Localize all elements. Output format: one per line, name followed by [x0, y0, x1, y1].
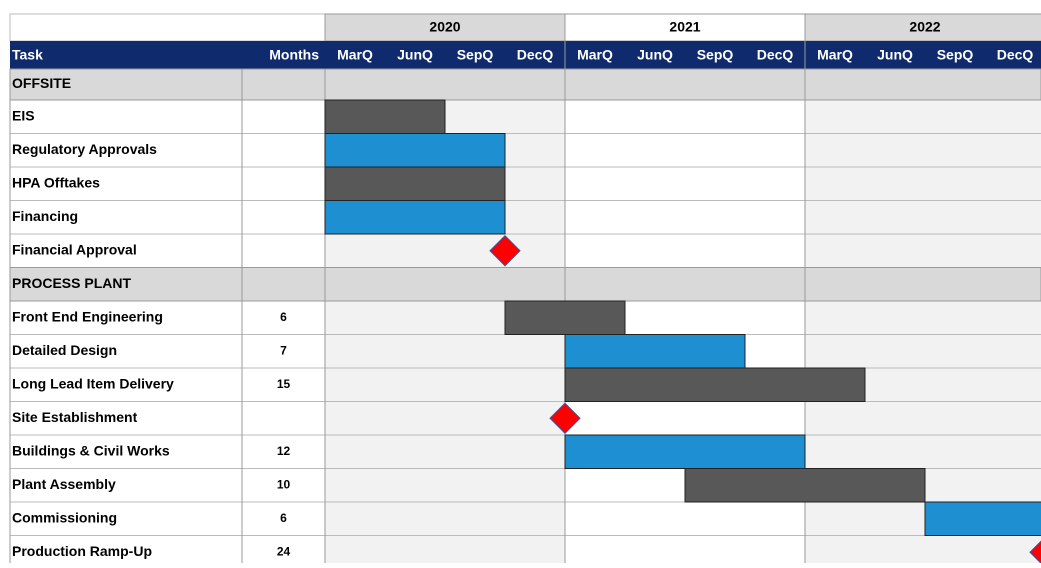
task-bar: [684, 468, 926, 503]
task-label: Production Ramp-Up: [12, 543, 152, 559]
quarter-label: JunQ: [637, 47, 673, 63]
task-label: Regulatory Approvals: [12, 141, 157, 157]
year-cell: [564, 13, 806, 42]
quarter-label: DecQ: [997, 47, 1034, 63]
task-bar: [504, 300, 626, 335]
quarter-label: MarQ: [577, 47, 613, 63]
column-title: Task: [12, 47, 43, 63]
quarter-label: DecQ: [517, 47, 554, 63]
months-label: 12: [277, 444, 291, 458]
task-label: Commissioning: [12, 509, 117, 525]
months-label: 15: [277, 377, 291, 391]
task-label: Financial Approval: [12, 241, 137, 257]
task-bar: [324, 200, 506, 235]
year-label: 2021: [669, 19, 700, 35]
task-label: Long Lead Item Delivery: [12, 375, 174, 391]
year-label: 2022: [909, 19, 940, 35]
year-cell: [324, 13, 566, 42]
task-bar: [324, 166, 506, 201]
task-label: Front End Engineering: [12, 308, 163, 324]
group-label: PROCESS PLANT: [12, 275, 131, 291]
task-bar: [324, 99, 446, 134]
column-header: [10, 41, 1041, 69]
group-row: [9, 68, 1041, 101]
quarter-label: DecQ: [757, 47, 794, 63]
task-label: HPA Offtakes: [12, 174, 100, 190]
quarter-label: SepQ: [937, 47, 974, 63]
task-bar: [924, 501, 1041, 536]
milestone: [1029, 540, 1041, 564]
quarter-label: SepQ: [697, 47, 734, 63]
task-bar: [564, 367, 866, 402]
task-label: Buildings & Civil Works: [12, 442, 170, 458]
year-label: 2020: [429, 19, 460, 35]
quarter-label: JunQ: [877, 47, 913, 63]
months-label: 6: [280, 511, 287, 525]
task-column: [10, 69, 325, 563]
task-label: Detailed Design: [12, 342, 117, 358]
task-label: Plant Assembly: [12, 476, 116, 492]
milestone: [549, 402, 581, 434]
task-label: Site Establishment: [12, 409, 138, 425]
group-row: [9, 267, 1041, 302]
group-label: OFFSITE: [12, 75, 71, 91]
task-label: Financing: [12, 208, 78, 224]
months-label: 6: [280, 310, 287, 324]
months-label: 7: [280, 343, 287, 357]
months-label: 24: [277, 544, 291, 558]
milestone: [489, 235, 521, 267]
quarter-label: JunQ: [397, 47, 433, 63]
months-label: 10: [277, 477, 291, 491]
task-bar: [564, 334, 746, 369]
header-blank: [9, 13, 326, 42]
task-bar: [564, 434, 806, 469]
quarter-label: MarQ: [817, 47, 853, 63]
quarter-label: SepQ: [457, 47, 494, 63]
task-label: EIS: [12, 107, 35, 123]
task-bar: [324, 133, 506, 168]
quarter-label: MarQ: [337, 47, 373, 63]
column-title: Months: [269, 47, 319, 63]
